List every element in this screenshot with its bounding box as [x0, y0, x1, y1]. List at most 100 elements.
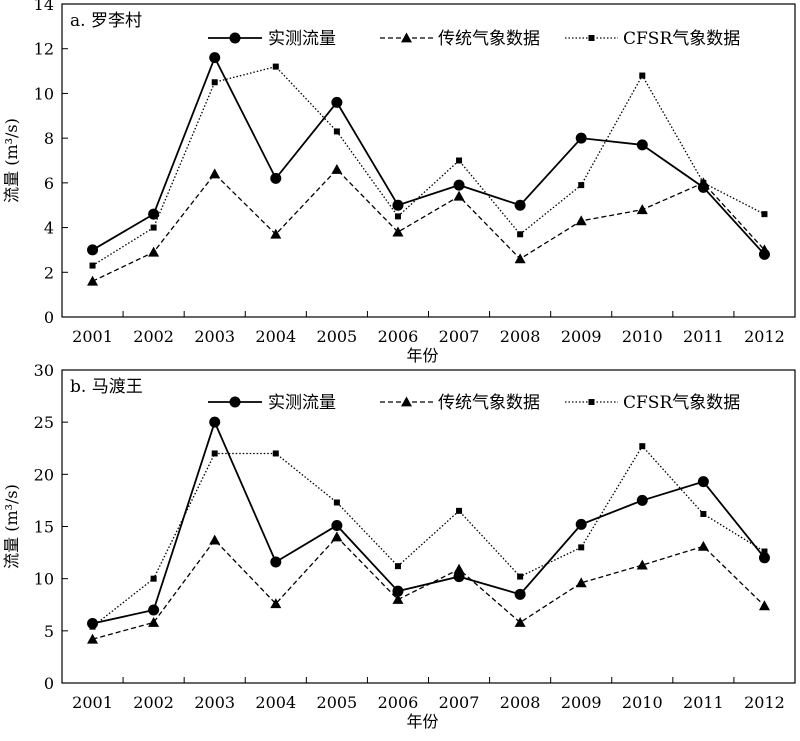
legend-label: 传统气象数据 — [438, 29, 540, 49]
data-point — [453, 563, 465, 574]
data-point — [578, 182, 585, 189]
data-point — [636, 139, 648, 151]
data-point — [89, 623, 96, 630]
data-point — [392, 594, 404, 604]
legend-item: 实测流量 — [208, 29, 336, 49]
y-tick-label: 20 — [34, 465, 54, 484]
series-line — [92, 419, 766, 625]
x-tick-label: 2012 — [744, 693, 785, 712]
legend-item: 传统气象数据 — [380, 29, 540, 49]
data-point — [514, 588, 526, 600]
y-tick-label: 5 — [44, 622, 54, 641]
x-tick-label: 2004 — [255, 327, 296, 346]
data-point — [331, 519, 343, 531]
data-point — [270, 228, 282, 239]
legend-item: 传统气象数据 — [380, 393, 540, 413]
x-tick-label: 2010 — [622, 327, 663, 346]
legend-marker — [401, 396, 412, 407]
x-axis-title: 年份 — [406, 346, 438, 365]
y-tick-label: 6 — [44, 174, 54, 193]
data-point — [758, 552, 770, 564]
data-point — [392, 585, 404, 597]
x-tick-label: 2011 — [683, 693, 724, 712]
data-point — [87, 275, 99, 286]
data-point — [211, 79, 218, 86]
y-axis-title: 流量 (m³/s) — [2, 118, 21, 203]
data-point — [209, 534, 221, 545]
data-point — [87, 244, 99, 256]
data-point — [575, 215, 587, 226]
data-point — [148, 604, 160, 616]
x-tick-label: 2012 — [744, 327, 785, 346]
x-tick-label: 2006 — [378, 693, 419, 712]
data-point — [394, 563, 401, 570]
y-tick-label: 15 — [34, 518, 54, 537]
series-solid-circle — [87, 416, 770, 630]
data-point — [394, 213, 401, 220]
data-point — [639, 72, 646, 79]
legend-item: 实测流量 — [208, 393, 336, 413]
x-tick-label: 2006 — [378, 327, 419, 346]
data-point — [453, 179, 465, 191]
y-tick-label: 12 — [34, 40, 54, 59]
y-tick-label: 25 — [34, 413, 54, 432]
series-line — [92, 445, 765, 628]
series-solid-circle — [87, 52, 770, 260]
data-point — [333, 499, 340, 506]
y-tick-label: 30 — [34, 361, 54, 380]
y-tick-label: 2 — [44, 263, 54, 282]
x-tick-label: 2009 — [561, 327, 602, 346]
data-point — [514, 253, 526, 264]
y-tick-label: 8 — [44, 129, 54, 148]
chart-panel-a: 0 2 4 6 8 10 12 14 2001 2002 2003 2004 2005 2006 2007 2… — [2, 0, 796, 365]
x-tick-label: 2007 — [439, 693, 480, 712]
data-point — [272, 450, 279, 457]
x-tick-label: 2001 — [72, 693, 113, 712]
plot-frame — [61, 369, 796, 684]
legend-marker — [229, 32, 241, 44]
legend-label: 实测流量 — [268, 29, 336, 49]
data-point — [517, 573, 524, 580]
x-tick-label: 2007 — [439, 327, 480, 346]
data-point — [270, 556, 282, 568]
y-tick-label: 10 — [34, 84, 54, 103]
data-point — [517, 231, 524, 238]
data-point — [700, 510, 707, 517]
data-point — [331, 96, 343, 108]
x-tick-label: 2003 — [194, 327, 235, 346]
data-point — [209, 168, 221, 179]
data-point — [758, 244, 770, 255]
data-point — [700, 179, 707, 186]
x-tick-label: 2008 — [500, 327, 541, 346]
y-tick-label: 4 — [44, 219, 54, 238]
data-point — [575, 132, 587, 144]
series-line — [92, 535, 765, 640]
x-tick-label: 2005 — [317, 693, 358, 712]
x-tick-label: 2001 — [72, 327, 113, 346]
legend-item: CFSR气象数据 — [565, 393, 740, 413]
legend-label: 实测流量 — [268, 393, 336, 413]
data-point — [697, 476, 709, 488]
data-point — [636, 494, 648, 506]
data-point — [578, 544, 585, 551]
data-point — [270, 598, 282, 609]
data-point — [270, 172, 282, 184]
y-tick-label: 0 — [44, 308, 54, 327]
series-dotted-square — [89, 63, 768, 269]
legend-marker — [401, 32, 412, 43]
y-axis-title: 流量 (m³/s) — [2, 484, 21, 569]
y-tick-label: 14 — [34, 0, 54, 14]
legend-marker — [588, 399, 595, 405]
legend-label: 传统气象数据 — [438, 393, 540, 413]
data-point — [209, 52, 221, 64]
data-point — [333, 128, 340, 135]
series-line — [92, 168, 765, 282]
plot-frame — [61, 3, 796, 318]
legend-marker — [588, 35, 595, 41]
x-tick-label: 2002 — [133, 693, 174, 712]
data-point — [514, 199, 526, 211]
data-point — [456, 157, 463, 164]
legend-label: CFSR气象数据 — [623, 393, 740, 413]
